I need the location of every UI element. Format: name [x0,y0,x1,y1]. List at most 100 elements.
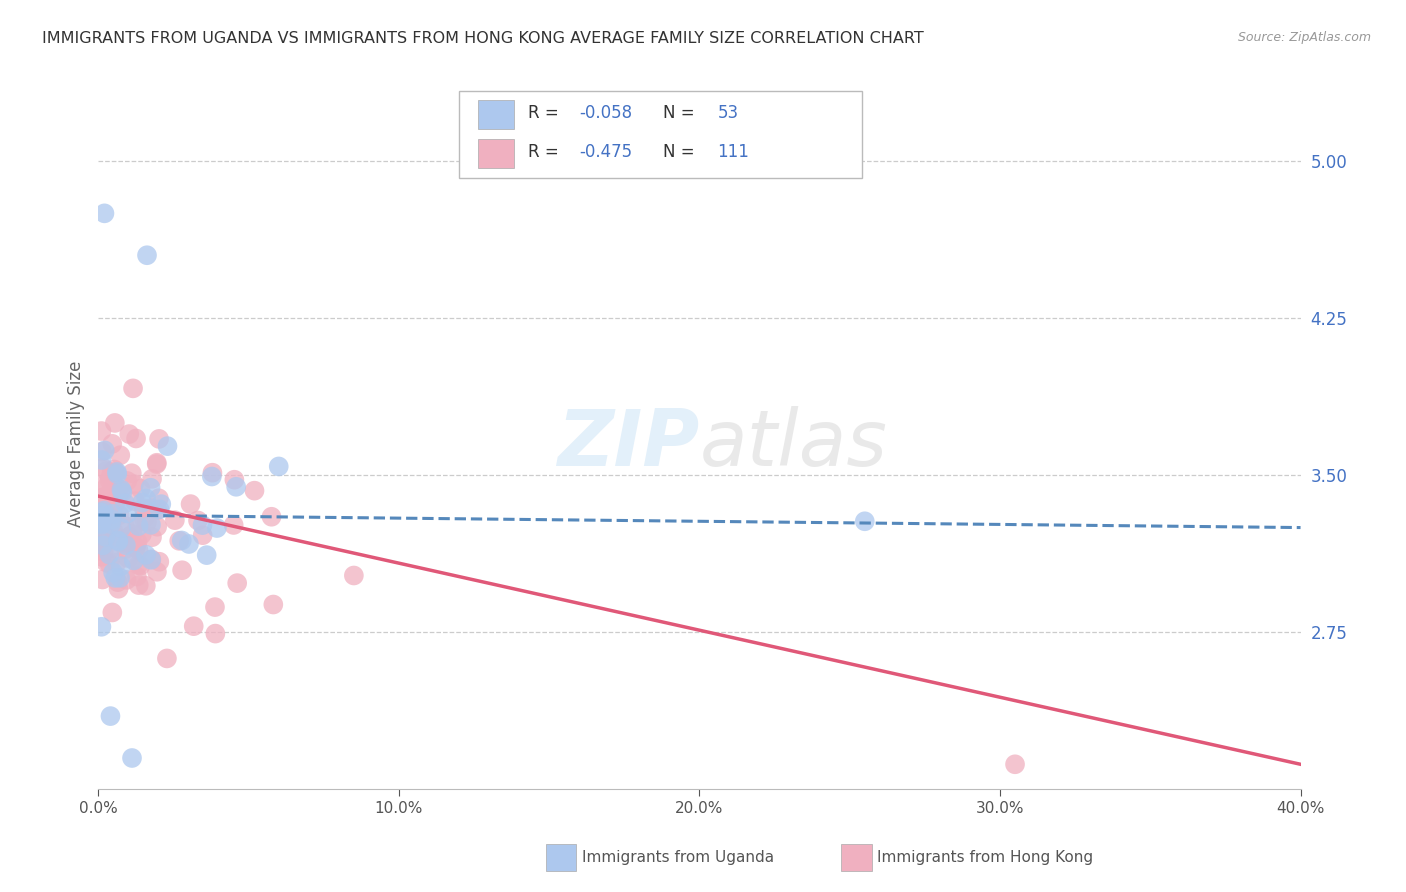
Point [195,548,218,562]
Point [122,381,145,395]
Point [100,470,122,484]
Point [93,516,115,530]
Point [118,427,141,442]
Point [90,512,112,526]
Point [139,517,162,532]
Point [191,528,214,542]
Point [93,535,115,549]
Point [148,502,170,516]
Point [136,248,159,262]
Point [225,480,247,494]
Point [180,497,202,511]
Point [115,573,138,587]
Point [183,619,205,633]
Point [101,512,124,526]
Point [104,530,127,544]
Point [100,709,122,723]
Point [146,565,169,579]
Point [114,519,136,533]
Point [205,521,228,535]
Point [96,480,118,494]
Point [108,508,131,523]
Point [103,480,125,494]
Point [103,541,125,555]
Point [128,543,150,558]
Bar [841,844,872,871]
Text: R =: R = [527,103,564,121]
Text: IMMIGRANTS FROM UGANDA VS IMMIGRANTS FROM HONG KONG AVERAGE FAMILY SIZE CORRELAT: IMMIGRANTS FROM UGANDA VS IMMIGRANTS FRO… [42,31,924,46]
Point [114,496,136,510]
Point [90,424,112,438]
Point [90,549,112,564]
FancyBboxPatch shape [478,139,515,168]
Text: atlas: atlas [700,406,887,482]
Point [91,573,114,587]
Point [204,626,226,640]
Point [90,517,112,532]
Point [93,443,115,458]
Point [131,495,153,509]
Point [110,521,132,535]
Point [94,555,117,569]
Point [172,563,194,577]
Point [122,553,145,567]
Point [105,467,128,481]
Point [125,569,148,583]
Point [260,509,283,524]
Point [108,484,131,499]
Point [90,453,112,467]
Point [104,571,127,585]
Point [115,474,138,488]
Point [343,568,366,582]
Point [129,558,152,573]
Point [101,606,124,620]
Text: -0.475: -0.475 [579,143,633,161]
Point [222,518,245,533]
Point [201,469,224,483]
Point [100,465,122,479]
Point [107,482,129,496]
Point [125,541,148,555]
Point [101,566,124,580]
Point [156,439,179,453]
Text: 53: 53 [717,103,738,121]
Point [124,541,146,555]
Point [148,432,170,446]
Point [93,503,115,517]
Point [191,518,214,533]
Point [141,472,163,486]
Point [91,460,114,475]
Point [139,553,162,567]
Point [104,496,127,510]
Point [201,466,224,480]
Point [122,477,145,491]
Point [98,557,121,571]
Point [104,466,127,480]
Point [90,506,112,520]
Point [267,459,290,474]
Point [117,535,139,549]
Point [105,556,128,570]
Point [853,514,876,528]
Point [226,576,249,591]
Point [115,536,138,550]
Point [101,507,124,521]
Point [98,486,121,500]
Text: Source: ZipAtlas.com: Source: ZipAtlas.com [1237,31,1371,45]
Point [98,474,121,488]
Y-axis label: Average Family Size: Average Family Size [66,360,84,527]
Point [145,457,167,471]
Text: Immigrants from Hong Kong: Immigrants from Hong Kong [877,850,1094,864]
Point [90,513,112,527]
Point [135,548,157,562]
Point [96,464,118,478]
Point [110,448,132,462]
Point [105,465,128,479]
Point [117,507,139,521]
Point [94,533,117,547]
Point [101,513,124,527]
Point [115,538,138,552]
Text: Immigrants from Uganda: Immigrants from Uganda [582,850,775,864]
Point [90,517,112,532]
Point [103,524,125,538]
